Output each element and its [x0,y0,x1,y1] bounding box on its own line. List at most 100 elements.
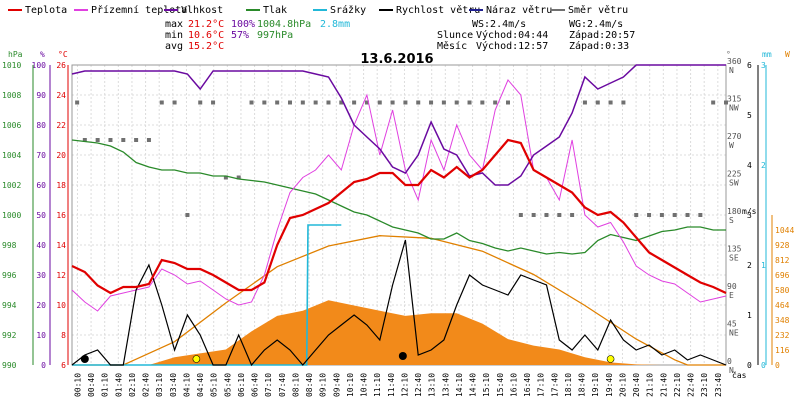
x-tick-label: 03:10 [155,373,164,397]
x-tick-label: 19:10 [591,373,600,397]
wind-direction-point [429,100,434,105]
solar-tick: 464 [775,301,790,310]
humidity-tick: 20 [36,301,46,310]
wind-direction-point [467,100,472,105]
x-tick-label: 19:40 [605,373,614,397]
stat-sun-label: Slunce [437,30,473,41]
rain-tick: 2 [761,161,766,170]
wind-direction-point [724,100,728,105]
wind-direction-point [313,100,318,105]
x-tick-label: 23:10 [700,373,709,397]
pressure-tick: 998 [2,241,17,250]
stat-max-rain: 2.8mm [320,19,350,30]
solar-tick: 580 [775,286,790,295]
rain-tick: 1 [761,261,766,270]
wind-direction-point [185,213,190,217]
stat-moon-label: Měsíc [437,40,467,52]
wind-direction-point [608,100,613,105]
pressure-tick: 1006 [2,121,21,130]
moon-rise-marker [398,352,407,360]
stat-min-label: min [165,30,183,41]
x-tick-label: 23:40 [714,373,723,397]
wind-speed-tick: 1 [747,311,752,320]
temperature-tick: 12 [56,271,66,280]
humidity-tick: 90 [36,91,46,100]
x-tick-label: 14:10 [455,373,464,397]
wind-direction-point [506,100,510,105]
wind-direction-point [198,100,203,105]
x-tick-label: 05:40 [223,373,232,397]
direction-tick-dir: W [729,141,734,150]
humidity-tick: 60 [36,181,46,190]
unit-ms: m/s [742,207,757,216]
x-tick-label: 07:40 [278,373,287,397]
wind-direction-point [441,100,446,105]
x-tick-label: 06:40 [251,373,260,397]
wind-direction-point [518,213,523,217]
x-tick-label: 03:40 [169,373,178,397]
stat-min-hum: 57% [231,30,249,41]
wind-direction-point [275,100,280,105]
x-tick-label: 10:40 [360,373,369,397]
wind-direction-point [595,100,600,105]
stat-moon-rise: Východ:12:57 [476,40,548,52]
plot-area [71,64,728,367]
wind-direction-point [339,100,344,105]
x-tick-label: 04:10 [182,373,191,397]
pressure-line [71,139,726,255]
wind-speed-tick: 0 [747,361,752,370]
legend-label: Vlhkost [181,5,223,16]
wind-direction-point [711,100,716,105]
x-tick-label: 09:40 [332,373,341,397]
legend-label: Srážky [330,4,366,16]
legend-label: Přízemní teplota [91,4,187,16]
solar-tick: 348 [775,316,790,325]
stat-max-press: 1004.8hPa [257,19,311,30]
direction-tick-dir: E [729,291,734,300]
wind-direction-point [249,100,254,105]
stat-avg-temp: 15.2°C [188,41,224,52]
pressure-tick: 1004 [2,151,21,160]
direction-tick-dir: N [729,366,734,375]
grid [72,64,726,366]
temperature-tick: 20 [56,151,66,160]
solar-tick: 232 [775,331,790,340]
x-tick-label: 02:10 [128,373,137,397]
wind-direction-point [634,213,639,217]
stat-max-temp: 21.2°C [188,19,224,30]
chart-title: 13.6.2016 [360,52,433,67]
x-tick-label: 08:40 [305,373,314,397]
wind-direction-point [557,213,562,217]
wind-direction-point [685,213,690,217]
sunrise-marker [192,355,201,363]
sunset-marker [606,355,615,363]
x-tick-label: 00:10 [73,373,82,397]
x-tick-label: 01:10 [101,373,110,397]
x-axis-label: čas [732,370,747,380]
wind-direction-point [377,100,382,105]
unit-pct: % [40,50,45,59]
x-tick-label: 13:40 [441,373,450,397]
wind-speed-line [71,239,727,367]
x-tick-label: 18:10 [564,373,573,397]
stats-block: max 21.2°C 100% 1004.8hPa 2.8mm min 10.6… [165,19,635,52]
direction-tick-deg: 225 [727,170,742,179]
wind-direction-point [672,213,677,217]
humidity-tick: 0 [41,361,46,370]
x-tick-label: 04:40 [196,373,205,397]
wind-direction-point [621,100,626,105]
wind-direction-point [82,138,87,142]
solar-tick: 812 [775,256,790,265]
wind-direction-point [95,138,100,142]
wind-direction-point [108,138,113,142]
stat-avg-label: avg [165,41,183,52]
direction-tick-dir: S [729,216,734,225]
wind-direction-point [172,100,177,105]
rain-tick: 3 [761,61,766,70]
temperature-tick: 18 [56,181,66,190]
humidity-tick: 100 [32,61,47,70]
x-tick-label: 17:10 [537,373,546,397]
humidity-tick: 30 [36,271,46,280]
wind-direction-point [364,100,369,105]
x-tick-label: 01:40 [114,373,123,397]
